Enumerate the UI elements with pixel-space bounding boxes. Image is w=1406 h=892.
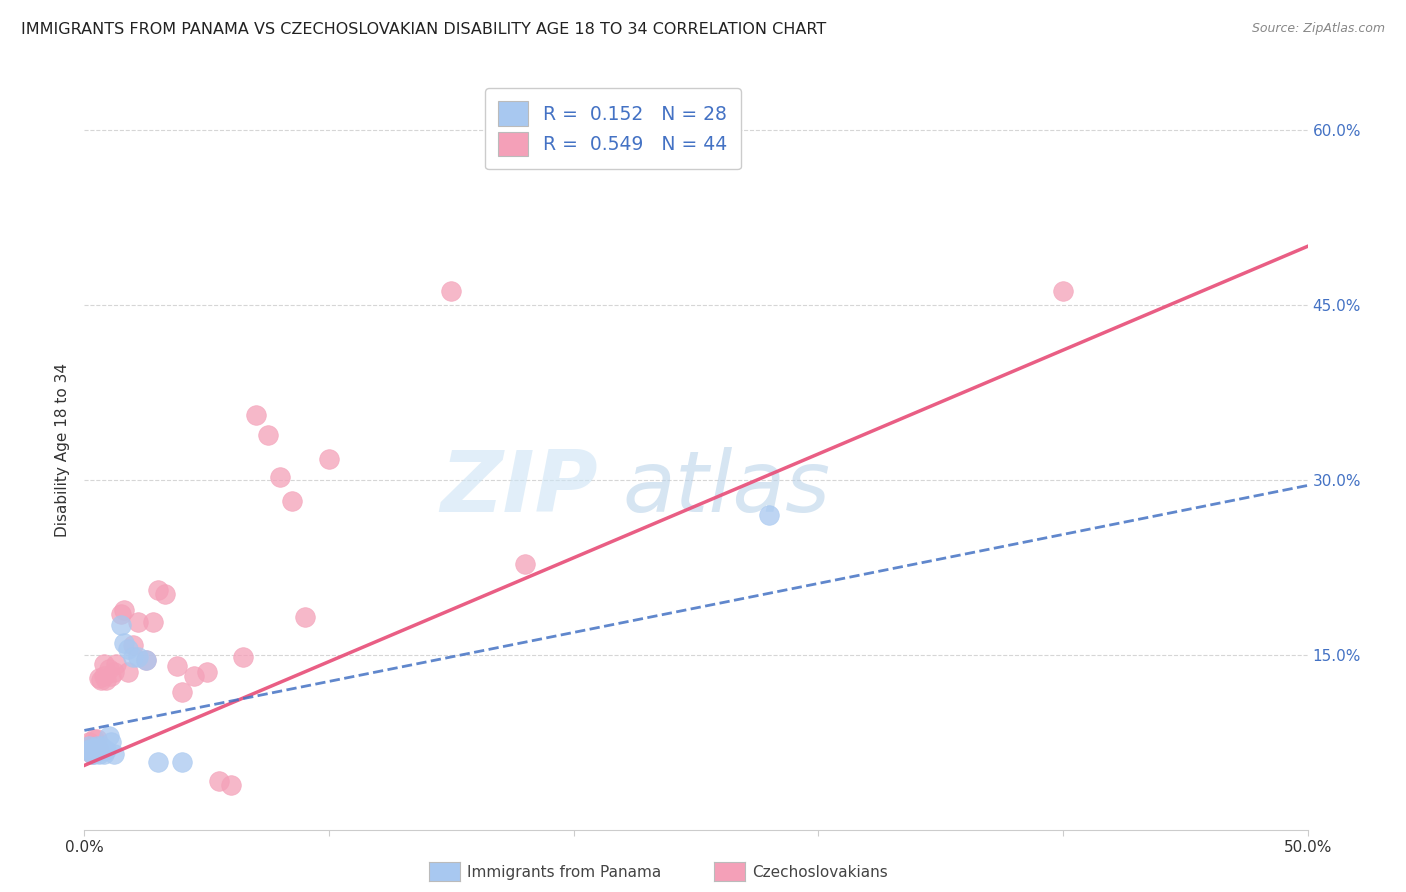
- Point: [195, 665, 218, 679]
- Point: [1052, 284, 1074, 298]
- Point: [77, 739, 100, 753]
- Y-axis label: Disability Age 18 to 34: Disability Age 18 to 34: [55, 363, 70, 538]
- Point: [97, 662, 120, 676]
- Point: [97, 729, 120, 743]
- Point: [83, 743, 105, 757]
- Point: [269, 470, 291, 484]
- Point: [100, 668, 122, 682]
- Point: [112, 636, 135, 650]
- Point: [90, 743, 112, 757]
- Point: [77, 735, 100, 749]
- Point: [87, 740, 110, 755]
- Point: [146, 755, 169, 769]
- Point: [103, 747, 125, 761]
- Point: [166, 659, 188, 673]
- Point: [86, 731, 108, 746]
- Text: Source: ZipAtlas.com: Source: ZipAtlas.com: [1251, 22, 1385, 36]
- Point: [90, 673, 112, 688]
- Point: [127, 615, 149, 629]
- Point: [117, 665, 139, 679]
- Text: ZIP: ZIP: [440, 447, 598, 530]
- Point: [153, 587, 176, 601]
- Point: [93, 747, 115, 761]
- Point: [112, 603, 135, 617]
- Point: [77, 743, 100, 757]
- Point: [183, 668, 205, 682]
- Text: Immigrants from Panama: Immigrants from Panama: [467, 865, 661, 880]
- Point: [86, 739, 108, 753]
- Point: [96, 673, 118, 688]
- Point: [83, 731, 105, 746]
- Point: [758, 508, 780, 522]
- Point: [87, 671, 110, 685]
- Point: [90, 739, 112, 753]
- Point: [110, 618, 132, 632]
- Point: [80, 747, 103, 761]
- Point: [80, 739, 103, 753]
- Point: [86, 740, 108, 755]
- Point: [208, 773, 231, 788]
- Point: [76, 743, 98, 757]
- Point: [103, 665, 125, 679]
- Point: [87, 747, 110, 761]
- Point: [318, 451, 340, 466]
- Legend: R =  0.152   N = 28, R =  0.549   N = 44: R = 0.152 N = 28, R = 0.549 N = 44: [485, 88, 741, 169]
- Point: [117, 641, 139, 656]
- Point: [232, 649, 254, 664]
- Point: [77, 743, 100, 757]
- Point: [172, 685, 194, 699]
- Point: [105, 657, 128, 671]
- Point: [80, 747, 103, 761]
- Point: [146, 583, 169, 598]
- Point: [281, 493, 304, 508]
- Point: [122, 638, 145, 652]
- Point: [219, 778, 242, 792]
- Point: [87, 743, 110, 757]
- Point: [76, 743, 98, 757]
- Point: [83, 743, 105, 757]
- Point: [110, 607, 132, 621]
- Point: [127, 649, 149, 664]
- Point: [257, 428, 280, 442]
- Point: [93, 668, 115, 682]
- Point: [172, 755, 194, 769]
- Point: [80, 740, 103, 755]
- Point: [142, 615, 165, 629]
- Point: [83, 747, 105, 761]
- Point: [513, 557, 536, 571]
- Point: [86, 743, 108, 757]
- Text: atlas: atlas: [623, 447, 831, 530]
- Point: [96, 743, 118, 757]
- Point: [135, 653, 157, 667]
- Point: [294, 610, 316, 624]
- Point: [93, 657, 115, 671]
- Point: [245, 409, 267, 423]
- Point: [100, 735, 122, 749]
- Point: [93, 743, 115, 757]
- Point: [122, 649, 145, 664]
- Point: [440, 284, 463, 298]
- Text: Czechoslovakians: Czechoslovakians: [752, 865, 889, 880]
- Text: IMMIGRANTS FROM PANAMA VS CZECHOSLOVAKIAN DISABILITY AGE 18 TO 34 CORRELATION CH: IMMIGRANTS FROM PANAMA VS CZECHOSLOVAKIA…: [21, 22, 827, 37]
- Point: [135, 653, 157, 667]
